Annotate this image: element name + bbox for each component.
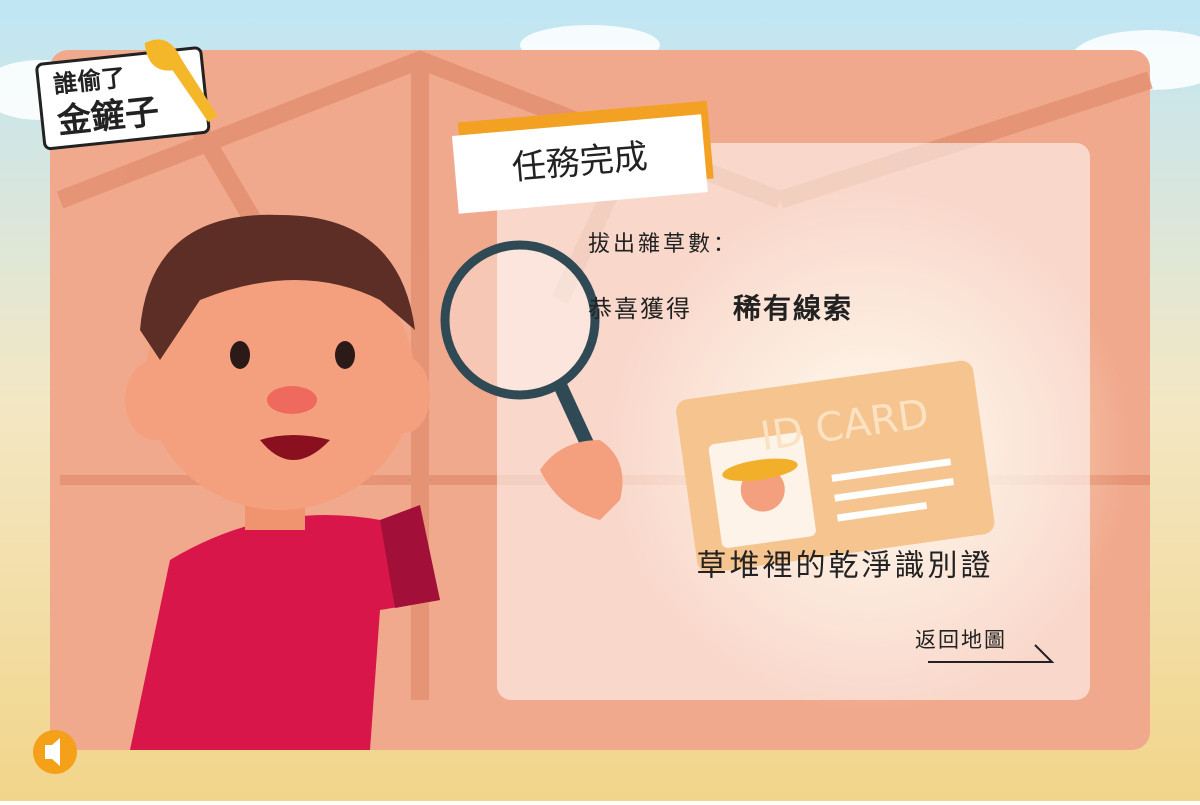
sound-button[interactable] [33, 730, 77, 774]
reward-prefix: 恭喜獲得 [588, 295, 692, 323]
id-card: ID CARD [676, 360, 995, 573]
weeds-label: 拔出雜草數： [588, 232, 738, 257]
item-name: 草堆裡的乾淨識別證 [697, 549, 994, 584]
back-arrow[interactable] [928, 644, 1055, 663]
reward-name: 稀有線索 [733, 292, 853, 325]
back-button[interactable]: 返回地圖 [915, 628, 1055, 663]
boy-character [125, 214, 623, 750]
logo: 誰偷了 金鏟子 [35, 39, 218, 151]
back-label[interactable]: 返回地圖 [915, 628, 1007, 652]
title-tag: 任務完成 [451, 100, 714, 214]
